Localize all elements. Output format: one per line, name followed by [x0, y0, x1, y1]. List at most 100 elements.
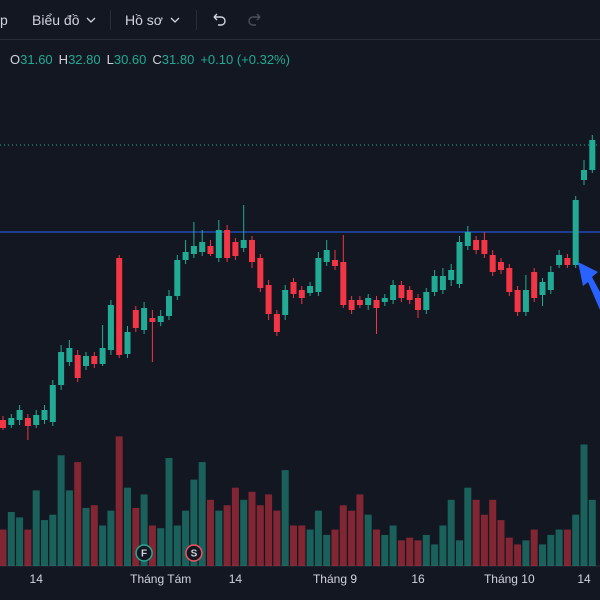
- volume-bar: [456, 540, 463, 566]
- legend-text: L: [106, 52, 114, 67]
- separator: [110, 10, 111, 30]
- candle-body: [522, 290, 529, 312]
- volume-bar: [389, 525, 397, 566]
- volume-bar: [24, 529, 32, 566]
- candle-body: [348, 300, 355, 310]
- volume-bar: [364, 514, 372, 566]
- candle-body: [157, 316, 164, 322]
- candle-body: [332, 260, 338, 266]
- volume-bar: [16, 517, 24, 566]
- volume-bar: [265, 494, 273, 566]
- candle-body: [423, 292, 430, 310]
- candle-body: [124, 332, 131, 354]
- volume-bar: [65, 490, 73, 566]
- candle-body: [406, 290, 413, 300]
- candle-body: [556, 255, 563, 265]
- volume-bar: [356, 494, 364, 566]
- volume-bar: [530, 529, 538, 566]
- legend-text: 31.80: [161, 52, 195, 67]
- candle-body: [282, 290, 289, 315]
- legend-text: O: [10, 52, 21, 67]
- volume-bar: [7, 512, 15, 566]
- legend-text: 32.80: [68, 52, 101, 67]
- legend-text: H: [58, 52, 69, 67]
- candle-body: [564, 258, 571, 265]
- candle-body: [415, 298, 421, 310]
- volume-bar: [331, 529, 339, 566]
- candle-body: [16, 410, 23, 420]
- volume-bar: [339, 505, 347, 566]
- candle-body: [373, 300, 380, 308]
- volume-bar: [207, 499, 214, 566]
- candle-body: [8, 418, 15, 425]
- undo-icon[interactable]: [210, 12, 228, 28]
- candle-body: [290, 282, 297, 294]
- candle-body: [365, 298, 372, 305]
- menu-item[interactable]: Biểu đồ: [32, 12, 80, 28]
- candle-body: [240, 240, 247, 248]
- volume-bar: [298, 525, 306, 566]
- volume-bar: [373, 529, 380, 566]
- candle-body: [315, 258, 322, 292]
- candle-body: [265, 285, 272, 314]
- volume-bar: [447, 499, 455, 566]
- redo-icon[interactable]: [246, 12, 264, 28]
- volume-bar: [588, 499, 596, 566]
- x-tick-label: Tháng Tám: [130, 572, 191, 586]
- candle-body: [190, 246, 197, 254]
- candle-body: [116, 258, 123, 355]
- volume-bar: [240, 499, 248, 566]
- volume-bar: [497, 520, 505, 566]
- volume-bar: [422, 534, 430, 566]
- candle-body: [174, 260, 181, 296]
- legend-text: 31.60: [20, 52, 53, 67]
- volume-bar: [41, 520, 48, 566]
- volume-bar: [223, 505, 231, 566]
- volume-bar: [273, 510, 281, 566]
- volume-bar: [107, 510, 115, 566]
- volume-bar: [281, 470, 289, 566]
- volume-bar: [514, 544, 522, 566]
- volume-bar: [190, 479, 198, 566]
- candle-body: [99, 348, 106, 364]
- volume-bar: [439, 525, 447, 566]
- volume-bar: [173, 525, 181, 566]
- candle-body: [215, 230, 222, 258]
- candle-body: [41, 410, 48, 420]
- volume-bar: [431, 544, 439, 566]
- menu-item[interactable]: Hồ sơ: [125, 12, 163, 28]
- candle-body: [141, 308, 148, 330]
- candle-body: [514, 290, 521, 312]
- volume-bar: [49, 514, 57, 566]
- volume-bar: [248, 491, 256, 566]
- candle-body: [224, 230, 231, 258]
- volume-bar: [472, 499, 480, 566]
- candle-body: [249, 240, 255, 262]
- volume-bar: [397, 540, 405, 566]
- chevron: [86, 17, 96, 23]
- candle-body: [207, 246, 214, 254]
- volume-bar: [32, 490, 40, 566]
- candle-body: [572, 200, 579, 265]
- volume-bar: [256, 505, 264, 566]
- event-marker: [185, 544, 203, 562]
- candle-body: [0, 420, 6, 428]
- volume-bar: [480, 514, 488, 566]
- candle-body: [390, 285, 397, 300]
- event-label: S: [191, 549, 198, 560]
- candle-body: [381, 298, 388, 302]
- volume-bar: [348, 510, 356, 566]
- volume-bar: [306, 529, 314, 566]
- candle-body: [107, 305, 114, 350]
- volume-bar: [74, 462, 82, 566]
- candle-body: [58, 352, 65, 385]
- candle-body: [506, 268, 513, 292]
- candle-body: [589, 140, 596, 170]
- toolbar: p Biểu đồ Hồ sơ: [0, 0, 600, 40]
- candle-body: [340, 262, 347, 305]
- candle-body: [132, 310, 139, 328]
- x-tick-label: 14: [577, 572, 591, 586]
- menu-item[interactable]: p: [0, 12, 8, 28]
- candle-body: [464, 232, 471, 246]
- volume-bar: [381, 534, 389, 566]
